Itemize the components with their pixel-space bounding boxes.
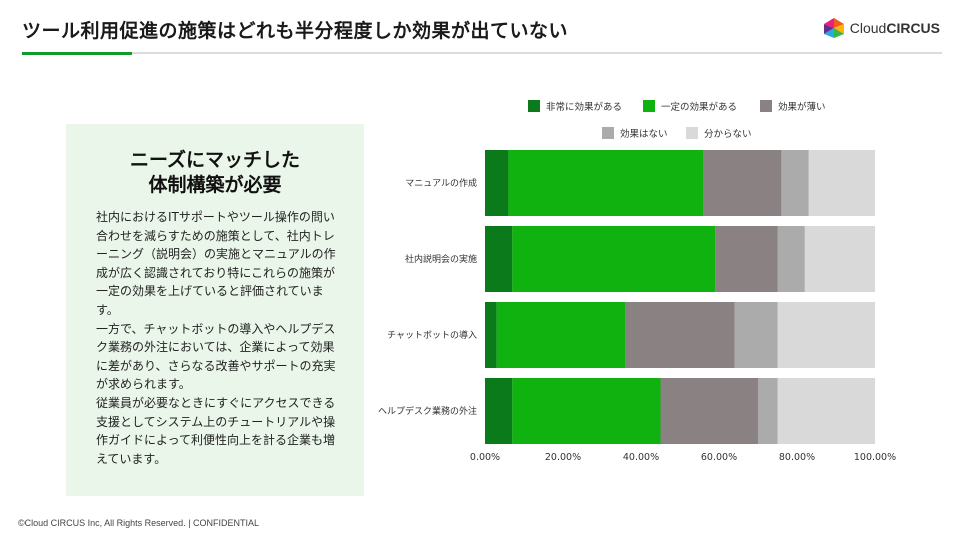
bar-segment-series-0 [485, 150, 509, 216]
bar-segment-series-0 [485, 226, 513, 292]
title-accent-bar [22, 52, 132, 55]
bar-segment-series-2 [703, 150, 782, 216]
bar-segment-series-4 [777, 302, 875, 368]
bar-segment-series-2 [660, 378, 758, 444]
summary-paragraph: 従業員が必要なときにすぐにアクセスできる支援としてシステム上のチュートリアルや操… [96, 395, 336, 466]
legend-label: 効果はない [620, 128, 668, 140]
x-tick-label: 60.00% [701, 452, 737, 463]
legend-label: 効果が薄い [778, 101, 826, 113]
summary-paragraph: 一方で、チャットボットの導入やヘルプデスク業務の外注においては、企業によって効果… [96, 321, 336, 392]
category-label: 社内説明会の実施 [405, 253, 477, 265]
legend-item: 効果はない [602, 127, 668, 140]
legend-label: 分からない [704, 129, 752, 140]
legend-swatch [602, 127, 614, 139]
legend-swatch [528, 100, 540, 112]
summary-heading: ニーズにマッチした 体制構築が必要 [129, 149, 301, 196]
legend-item: 一定の効果がある [643, 100, 737, 113]
legend-item: 効果が薄い [760, 100, 826, 113]
x-tick-label: 40.00% [623, 452, 659, 463]
bar-segment-series-1 [512, 226, 716, 292]
legend-swatch [760, 100, 772, 112]
legend-item: 非常に効果がある [528, 100, 622, 113]
x-tick-label: 100.00% [854, 452, 896, 463]
bar-segment-series-3 [777, 226, 805, 292]
bar-segment-series-3 [758, 378, 778, 444]
bar-segment-series-4 [777, 378, 875, 444]
bar-segment-series-0 [485, 302, 497, 368]
legend-label: 非常に効果がある [546, 101, 622, 113]
category-label: ヘルプデスク業務の外注 [378, 405, 477, 417]
legend-label: 一定の効果がある [661, 101, 737, 113]
footer-copyright: ©Cloud CIRCUS Inc, All Rights Reserved. … [18, 518, 260, 528]
bar-segment-series-3 [781, 150, 809, 216]
x-tick-label: 0.00% [470, 452, 500, 463]
summary-panel: ニーズにマッチした 体制構築が必要 社内におけるITサポートやツール操作の問い合… [66, 124, 364, 496]
logo-wordmark: CloudCIRCUS [849, 20, 940, 36]
title-divider [22, 52, 942, 54]
bar-segment-series-2 [625, 302, 735, 368]
bar-segment-series-4 [808, 150, 875, 216]
x-tick-label: 20.00% [545, 452, 581, 463]
legend-swatch [643, 100, 655, 112]
bar-segment-series-2 [715, 226, 778, 292]
bar-segment-series-3 [734, 302, 778, 368]
bar-segment-series-1 [512, 378, 661, 444]
bar-segment-series-1 [496, 302, 626, 368]
legend-swatch [686, 127, 698, 139]
slide-title: ツール利用促進の施策はどれも半分程度しか効果が出ていない [22, 20, 569, 42]
bar-segment-series-0 [485, 378, 513, 444]
category-label: マニュアルの作成 [405, 177, 477, 189]
bar-segment-series-1 [508, 150, 704, 216]
bar-segment-series-4 [804, 226, 875, 292]
x-tick-label: 80.00% [779, 452, 815, 463]
cloud-circus-logo-icon [823, 18, 844, 38]
category-label: チャットボットの導入 [387, 329, 477, 341]
company-logo: CloudCIRCUS [822, 16, 940, 40]
summary-paragraph: 社内におけるITサポートやツール操作の問い合わせを減らすための施策として、社内ト… [96, 210, 336, 317]
summary-body: 社内におけるITサポートやツール操作の問い合わせを減らすための施策として、社内ト… [96, 208, 346, 468]
legend-item: 分からない [686, 127, 752, 140]
